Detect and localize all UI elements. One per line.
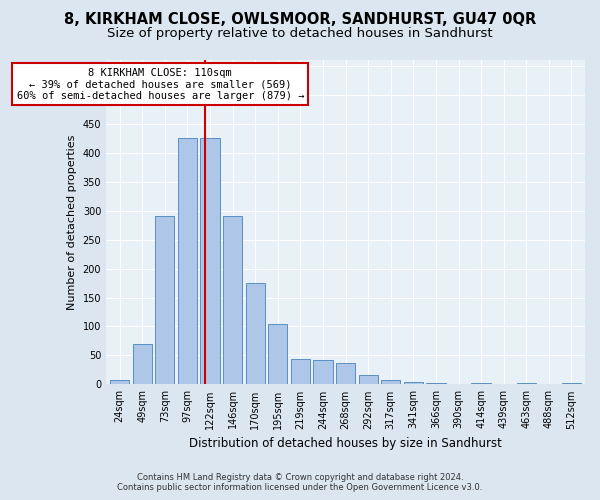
Text: Contains HM Land Registry data © Crown copyright and database right 2024.
Contai: Contains HM Land Registry data © Crown c…: [118, 473, 482, 492]
Bar: [268, 324, 287, 384]
Bar: [336, 363, 355, 384]
Bar: [313, 360, 332, 384]
Bar: [133, 344, 152, 385]
Bar: [245, 283, 265, 384]
Bar: [155, 216, 175, 384]
Bar: [404, 382, 423, 384]
Text: 8, KIRKHAM CLOSE, OWLSMOOR, SANDHURST, GU47 0QR: 8, KIRKHAM CLOSE, OWLSMOOR, SANDHURST, G…: [64, 12, 536, 28]
Text: 8 KIRKHAM CLOSE: 110sqm
← 39% of detached houses are smaller (569)
60% of semi-d: 8 KIRKHAM CLOSE: 110sqm ← 39% of detache…: [17, 68, 304, 100]
Bar: [223, 216, 242, 384]
Bar: [472, 382, 491, 384]
Bar: [562, 382, 581, 384]
Bar: [381, 380, 400, 384]
Text: Size of property relative to detached houses in Sandhurst: Size of property relative to detached ho…: [107, 28, 493, 40]
Bar: [427, 382, 446, 384]
Bar: [110, 380, 129, 384]
Bar: [178, 138, 197, 384]
Y-axis label: Number of detached properties: Number of detached properties: [67, 134, 77, 310]
Bar: [200, 138, 220, 384]
Bar: [359, 375, 378, 384]
Bar: [517, 382, 536, 384]
Bar: [291, 359, 310, 384]
X-axis label: Distribution of detached houses by size in Sandhurst: Distribution of detached houses by size …: [189, 437, 502, 450]
